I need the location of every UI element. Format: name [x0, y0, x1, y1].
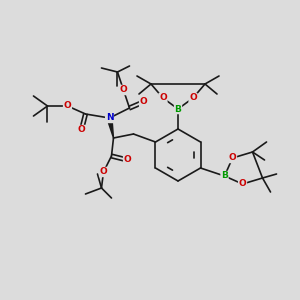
Text: N: N [106, 113, 113, 122]
Text: O: O [78, 125, 86, 134]
Text: O: O [124, 155, 131, 164]
Text: O: O [100, 167, 107, 176]
Text: O: O [64, 101, 71, 110]
Text: O: O [229, 154, 236, 163]
Polygon shape [107, 118, 113, 138]
Text: O: O [189, 94, 197, 103]
Text: O: O [238, 179, 246, 188]
Text: B: B [175, 104, 182, 113]
Text: O: O [140, 98, 147, 106]
Text: O: O [120, 85, 128, 94]
Text: O: O [159, 94, 167, 103]
Text: B: B [221, 172, 228, 181]
